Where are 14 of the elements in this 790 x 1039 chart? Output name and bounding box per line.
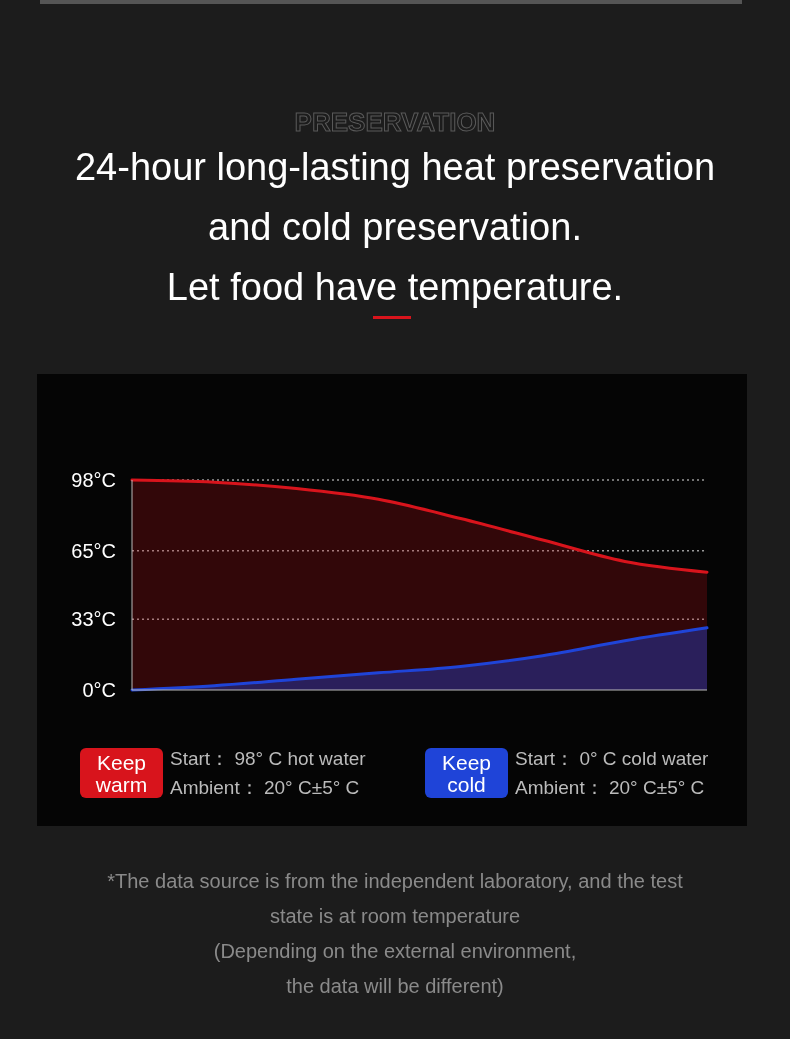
text: Keep cold bbox=[441, 751, 492, 796]
chart-title: 24-hour long-lasting heat preservation and cold preservation. Let food have temperature. bbox=[74, 146, 716, 308]
text: *The data source is from the independent laboratory, and the test state is at room temperature bbox=[107, 870, 684, 927]
text: Ambient： 20° C±5° C bbox=[515, 777, 705, 798]
text: (Depending on the external environment, the data will be different) bbox=[213, 940, 577, 997]
chart-subtitle: PRESERVATION bbox=[294, 107, 496, 137]
y-tick-label: 0°C bbox=[82, 679, 116, 701]
y-tick-label: 33°C bbox=[71, 608, 116, 631]
text: Start： 0° C cold water bbox=[515, 748, 710, 769]
y-tick-label: 98°C bbox=[71, 469, 116, 491]
y-tick-label: 65°C bbox=[71, 539, 116, 562]
text: Ambient： 20° C±5° C bbox=[170, 777, 360, 798]
text: Start： 98° C hot water bbox=[170, 748, 367, 769]
text: Keep warm bbox=[94, 751, 148, 796]
